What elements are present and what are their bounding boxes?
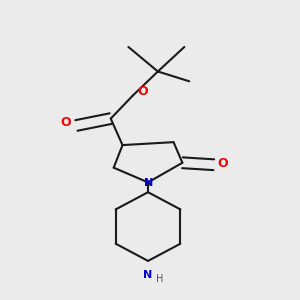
Text: O: O	[218, 157, 228, 170]
Text: H: H	[156, 274, 163, 284]
Text: O: O	[137, 85, 148, 98]
Text: O: O	[61, 116, 71, 129]
Text: N: N	[143, 270, 153, 280]
Text: N: N	[144, 178, 154, 188]
